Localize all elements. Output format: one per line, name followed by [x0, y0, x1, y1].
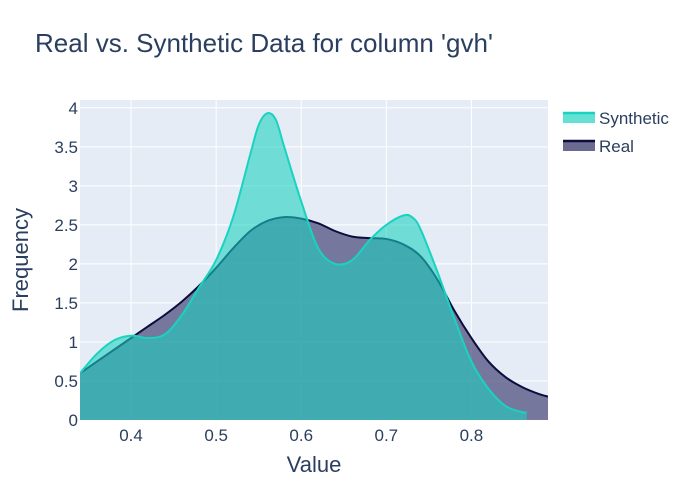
- x-tick-label: 0.8: [460, 426, 484, 445]
- legend-swatch: [563, 141, 595, 151]
- legend-label: Synthetic: [599, 109, 669, 128]
- synthetic-line: [80, 112, 527, 414]
- synthetic-area: [80, 113, 527, 420]
- y-tick-label: 4: [69, 99, 78, 118]
- chart-title: Real vs. Synthetic Data for column 'gvh': [35, 28, 493, 58]
- x-tick-label: 0.6: [289, 426, 313, 445]
- x-tick-label: 0.5: [204, 426, 228, 445]
- y-tick-label: 2.5: [54, 216, 78, 235]
- legend-swatch: [563, 113, 595, 123]
- y-tick-label: 1: [69, 333, 78, 352]
- legend-item-synthetic[interactable]: Synthetic: [563, 109, 669, 128]
- series-layer: [80, 112, 548, 420]
- y-tick-label: 0: [69, 411, 78, 430]
- x-tick-label: 0.4: [119, 426, 143, 445]
- y-tick-label: 0.5: [54, 372, 78, 391]
- legend[interactable]: Synthetic Real: [563, 109, 669, 156]
- y-axis-title: Frequency: [8, 208, 33, 312]
- legend-item-real[interactable]: Real: [563, 137, 634, 156]
- y-tick-label: 3.5: [54, 138, 78, 157]
- tick-layer: 0.4 0.5 0.6 0.7 0.8 0 0.5 1 1.5 2 2.5 3 3.5 4: [54, 99, 483, 445]
- y-tick-label: 1.5: [54, 294, 78, 313]
- y-tick-label: 3: [69, 177, 78, 196]
- x-axis-title: Value: [287, 452, 342, 477]
- y-tick-label: 2: [69, 255, 78, 274]
- legend-label: Real: [599, 137, 634, 156]
- real-line: [80, 215, 548, 398]
- x-tick-label: 0.7: [375, 426, 399, 445]
